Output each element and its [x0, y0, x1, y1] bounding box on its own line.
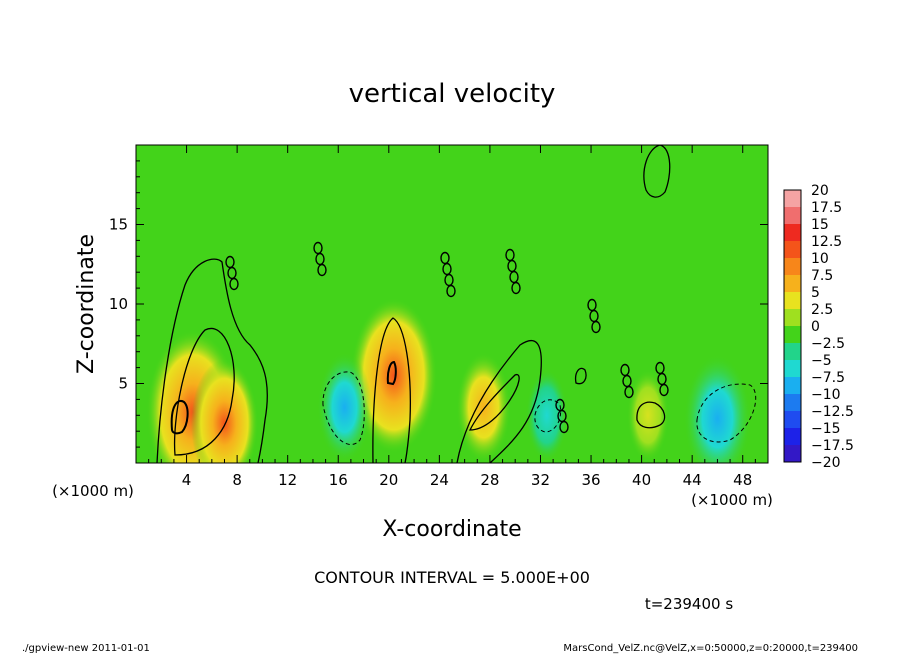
colorbar-label: −17.5 [811, 438, 854, 454]
colorbar-band [784, 377, 801, 394]
colorbar-band [784, 292, 801, 309]
time-text: t=239400 s [645, 595, 733, 613]
y-tick-label: 15 [109, 216, 128, 234]
colorbar-label: −7.5 [811, 370, 845, 386]
chart-title: vertical velocity [349, 79, 556, 109]
colorbar-band [784, 360, 801, 377]
colorbar-label: −10 [811, 387, 841, 403]
colorbar-label: 12.5 [811, 234, 842, 250]
colorbar-band [784, 445, 801, 462]
contour-line [696, 383, 757, 443]
x-tick-label: 20 [379, 471, 398, 489]
z-unit-label: (×1000 m) [52, 482, 134, 500]
x-unit-label: (×1000 m) [691, 491, 773, 509]
downdraft-cell [526, 369, 568, 462]
colorbar-label: 5 [811, 285, 820, 301]
colorbar-band [784, 224, 801, 241]
contour-line [173, 327, 235, 456]
contour-label-glyph [317, 263, 327, 277]
colorbar-band [784, 411, 801, 428]
updraft-cell [350, 298, 438, 454]
x-tick-label: 4 [182, 471, 192, 489]
colorbar-label: −5 [811, 353, 832, 369]
downdraft-cell [317, 352, 372, 463]
colorbar-band [784, 207, 801, 224]
contour-label-glyph [624, 385, 634, 399]
x-axis-label: X-coordinate [382, 517, 521, 542]
y-axis-label: Z-coordinate [74, 234, 99, 374]
field-layer [146, 298, 752, 463]
colorbar-label: −12.5 [811, 404, 854, 420]
contour-label-glyph [229, 277, 239, 291]
colorbar-band [784, 190, 801, 207]
colorbar-band [784, 394, 801, 411]
colorbar: 2017.51512.5107.552.50−2.5−5−7.5−10−12.5… [783, 183, 854, 471]
colorbar-label: 15 [811, 217, 829, 233]
contour-line [156, 258, 268, 463]
x-tick-label: 16 [329, 471, 348, 489]
colorbar-label: −15 [811, 421, 841, 437]
contour-line [636, 401, 666, 429]
contour-labels [225, 241, 669, 434]
contour-line [643, 145, 671, 198]
updraft-cell [627, 369, 669, 462]
contour-label-glyph [511, 281, 521, 295]
contour-interval-text: CONTOUR INTERVAL = 5.000E+00 [314, 568, 590, 587]
contour-line [534, 399, 562, 433]
colorbar-label: 0 [811, 319, 820, 335]
colorbar-label: 17.5 [811, 200, 842, 216]
contour-label-glyph [446, 284, 456, 298]
contour-line [456, 340, 542, 463]
y-tick-label: 5 [118, 375, 128, 393]
colorbar-band [784, 241, 801, 258]
plot-area [136, 145, 768, 463]
colorbar-label: 10 [811, 251, 829, 267]
updraft-cell [456, 352, 511, 463]
colorbar-band [784, 428, 801, 445]
x-tick-label: 36 [581, 471, 600, 489]
footer-left: ./gpview-new 2011-01-01 [22, 643, 150, 654]
x-tick-label: 24 [430, 471, 449, 489]
contour-line [386, 360, 397, 386]
y-axis: 5 10 15 [109, 160, 768, 448]
colorbar-label: 7.5 [811, 268, 833, 284]
x-tick-label: 8 [232, 471, 242, 489]
x-tick-label: 12 [278, 471, 297, 489]
footer-right: MarsCond_VelZ.nc@VelZ,x=0:50000,z=0:2000… [563, 643, 858, 654]
y-tick-label: 10 [109, 295, 128, 313]
x-axis: 4 8 12 16 20 24 28 32 36 40 44 48 [148, 145, 756, 489]
contour-line [170, 400, 189, 435]
contour-line [372, 317, 411, 463]
dashed-contours [322, 371, 757, 445]
contour-label-glyph [559, 420, 569, 434]
contour-label-glyph [659, 383, 669, 397]
contour-line [322, 371, 365, 445]
contour-label-glyph [591, 320, 601, 334]
colorbar-label: 2.5 [811, 302, 833, 318]
x-tick-label: 44 [683, 471, 702, 489]
colorbar-frame [783, 189, 802, 463]
contour-lines [156, 145, 671, 463]
colorbar-band [784, 326, 801, 343]
colorbar-label: 20 [811, 183, 829, 199]
updraft-cell [190, 359, 259, 463]
contour-line [468, 373, 520, 431]
x-tick-label: 28 [480, 471, 499, 489]
colorbar-band [784, 309, 801, 326]
colorbar-label: −2.5 [811, 336, 845, 352]
x-tick-label: 40 [632, 471, 651, 489]
colorbar-band [784, 343, 801, 360]
contour-line [574, 367, 587, 385]
downdraft-cell [683, 354, 752, 463]
x-tick-label: 48 [733, 471, 752, 489]
colorbar-label: −20 [811, 455, 841, 471]
colorbar-band [784, 258, 801, 275]
colorbar-band [784, 275, 801, 292]
x-tick-label: 32 [531, 471, 550, 489]
